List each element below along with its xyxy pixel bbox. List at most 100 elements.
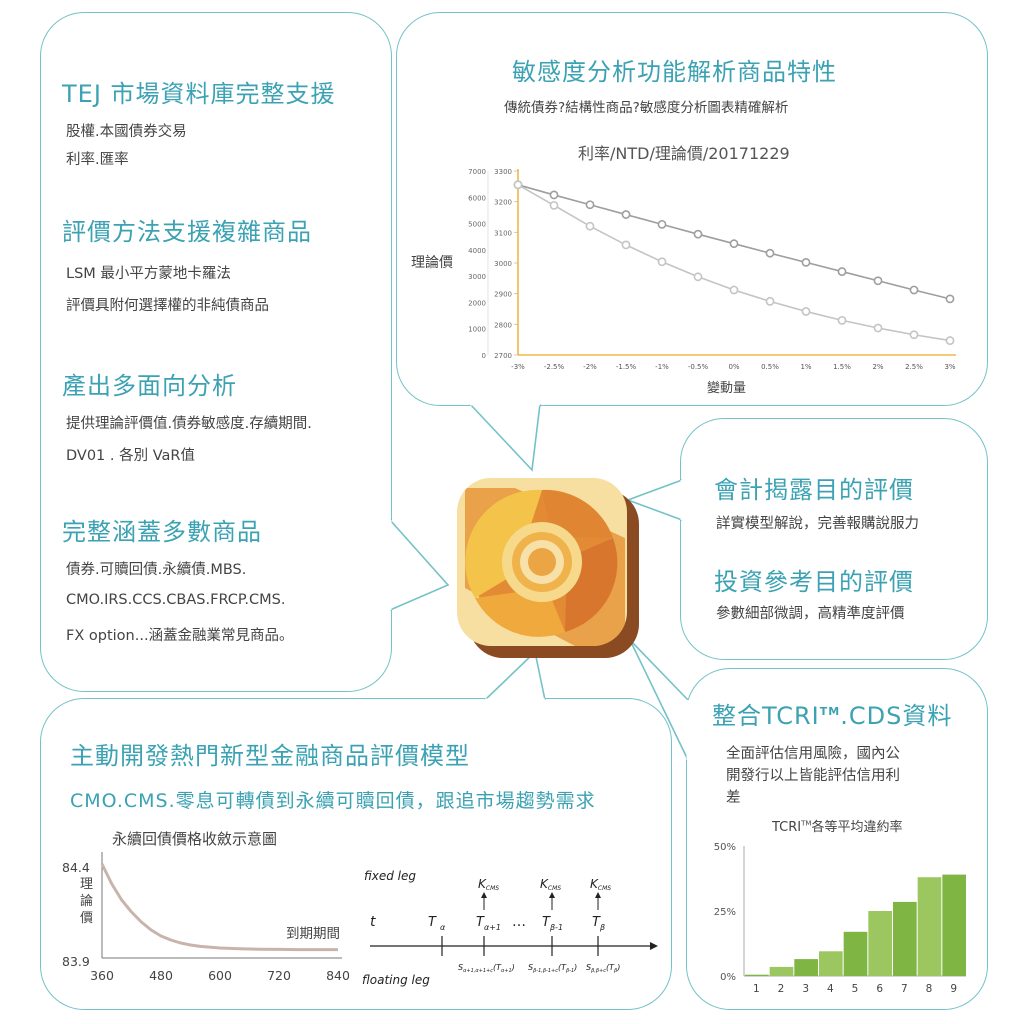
data-point bbox=[765, 248, 775, 258]
data-point bbox=[513, 180, 523, 190]
y-tick-label: 3100 bbox=[494, 229, 512, 237]
data-point bbox=[693, 229, 703, 239]
perpetual-chart-title: 永續回債價格收斂示意圖 bbox=[112, 830, 278, 848]
x-tick-label: 480 bbox=[149, 968, 173, 983]
section-line: 提供理論評價值.債券敏感度.存續期間. bbox=[66, 416, 312, 432]
sensitivity-title: 敏感度分析功能解析商品特性 bbox=[512, 58, 837, 86]
y-tick-label: 3200 bbox=[494, 199, 512, 207]
data-point bbox=[909, 330, 919, 340]
timeline-arrowhead bbox=[650, 942, 658, 950]
section-line: FX option...涵蓋金融業常見商品。 bbox=[66, 628, 294, 644]
data-point bbox=[873, 323, 883, 333]
x-tick-label: 1.5% bbox=[833, 363, 851, 371]
k-cms-arrowhead bbox=[481, 892, 487, 898]
data-point bbox=[801, 307, 811, 316]
floating-leg-label: floating leg bbox=[362, 973, 430, 987]
x-tick-label: 7 bbox=[901, 983, 908, 995]
y-tick-label: 83.9 bbox=[62, 954, 90, 969]
x-tick-label: 2% bbox=[872, 363, 883, 371]
y-tick-label: 50% bbox=[714, 842, 736, 853]
x-tick-label: 5 bbox=[852, 983, 859, 995]
data-point bbox=[585, 200, 595, 210]
new-product-subtitle: CMO.CMS.零息可轉債到永續可贖回債，跟追市場趨勢需求 bbox=[70, 790, 596, 812]
section-title-database: TEJ 市場資料庫完整支援 bbox=[62, 80, 336, 108]
data-point bbox=[621, 240, 631, 250]
section-line: CMO.IRS.CCS.CBAS.FRCP.CMS. bbox=[66, 592, 286, 608]
y2-tick-label: 4000 bbox=[468, 247, 486, 255]
k-cms-label-2: KCMS bbox=[540, 877, 561, 892]
bar bbox=[868, 911, 892, 976]
x-tick-label: 2 bbox=[778, 983, 785, 995]
tcri-line: 全面評估信用風險，國內公 bbox=[726, 746, 900, 762]
y-tick-label: 25% bbox=[714, 907, 736, 918]
y2-tick-label: 1000 bbox=[468, 326, 486, 334]
data-point bbox=[873, 276, 883, 286]
x-tick-label: 3 bbox=[802, 983, 809, 995]
data-point bbox=[837, 267, 847, 276]
bar bbox=[819, 951, 843, 976]
tcri-chart-title-suffix: 各等平均違約率 bbox=[811, 820, 903, 835]
valuation-purpose-panel bbox=[680, 418, 988, 660]
bar bbox=[893, 901, 917, 976]
x-tick-label: 2.5% bbox=[905, 363, 923, 371]
label-t-beta: Tβ bbox=[592, 915, 605, 932]
swap-rate-label-2: Sβ-1,β-1+c(Tβ-1) bbox=[528, 963, 577, 974]
perpetual-chart-ylabel: 理論價 bbox=[80, 877, 94, 926]
section-title-analysis: 產出多面向分析 bbox=[62, 372, 237, 400]
y2-tick-label: 6000 bbox=[468, 194, 486, 202]
x-tick-label: 1 bbox=[753, 983, 760, 995]
y2-tick-label: 3000 bbox=[468, 273, 486, 281]
trademark-mark: TM bbox=[801, 819, 812, 828]
x-tick-label: 720 bbox=[267, 968, 291, 983]
x-tick-label: 600 bbox=[208, 968, 232, 983]
bar bbox=[745, 974, 769, 976]
bar bbox=[769, 966, 794, 976]
swap-rate-label-3: Sβ,β+c(Tβ) bbox=[586, 963, 620, 974]
app-logo bbox=[457, 478, 639, 658]
y2-tick-label: 2000 bbox=[468, 299, 486, 307]
data-point bbox=[657, 219, 667, 229]
x-tick-label: -2% bbox=[583, 363, 597, 371]
investment-title: 投資參考目的評價 bbox=[714, 568, 914, 596]
data-point bbox=[837, 315, 847, 325]
data-point bbox=[657, 257, 667, 267]
accounting-line: 詳實模型解說，完善報購說服力 bbox=[716, 516, 919, 532]
x-tick-label: -0.5% bbox=[688, 363, 709, 371]
x-tick-label: 8 bbox=[926, 983, 933, 995]
sensitivity-subtitle: 傳統債券?結構性商品?敏感度分析圖表精確解析 bbox=[504, 100, 789, 116]
y2-tick-label: 7000 bbox=[468, 168, 486, 176]
data-point bbox=[549, 190, 559, 200]
x-tick-label: 9 bbox=[950, 983, 957, 995]
x-tick-label: -1.5% bbox=[616, 363, 637, 371]
y-tick-label: 0% bbox=[720, 972, 736, 983]
section-line: 股權.本國債券交易 bbox=[66, 124, 187, 140]
sensitivity-panel bbox=[396, 12, 988, 406]
tcri-line: 差 bbox=[726, 790, 741, 806]
bar bbox=[843, 931, 868, 976]
x-tick-label: -3% bbox=[511, 363, 525, 371]
perpetual-chart-annotation: 到期期間 bbox=[286, 926, 340, 942]
section-line: DV01 . 各別 VaR值 bbox=[66, 448, 195, 464]
data-point bbox=[729, 285, 739, 295]
fixed-leg-label: fixed leg bbox=[364, 869, 416, 883]
x-tick-label: 4 bbox=[827, 983, 834, 995]
y-tick-label: 2900 bbox=[494, 291, 512, 299]
data-point bbox=[909, 285, 919, 295]
section-line: 評價具附何選擇權的非純債商品 bbox=[66, 298, 269, 314]
bar bbox=[942, 874, 966, 976]
y-tick-label: 3300 bbox=[494, 168, 512, 176]
data-point bbox=[801, 257, 811, 267]
x-tick-label: 0% bbox=[728, 363, 739, 371]
data-point bbox=[693, 272, 703, 282]
y-tick-label: 2800 bbox=[494, 321, 512, 329]
y-tick-label: 3000 bbox=[494, 260, 512, 268]
section-line: 利率.匯率 bbox=[66, 152, 129, 168]
tcri-chart-title: TCRITM各等平均違約率 bbox=[772, 816, 902, 835]
new-product-title: 主動開發熱門新型金融商品評價模型 bbox=[70, 742, 470, 770]
tcri-line: 開發行以上皆能評估信用利 bbox=[726, 768, 900, 784]
k-cms-arrowhead bbox=[595, 892, 601, 898]
